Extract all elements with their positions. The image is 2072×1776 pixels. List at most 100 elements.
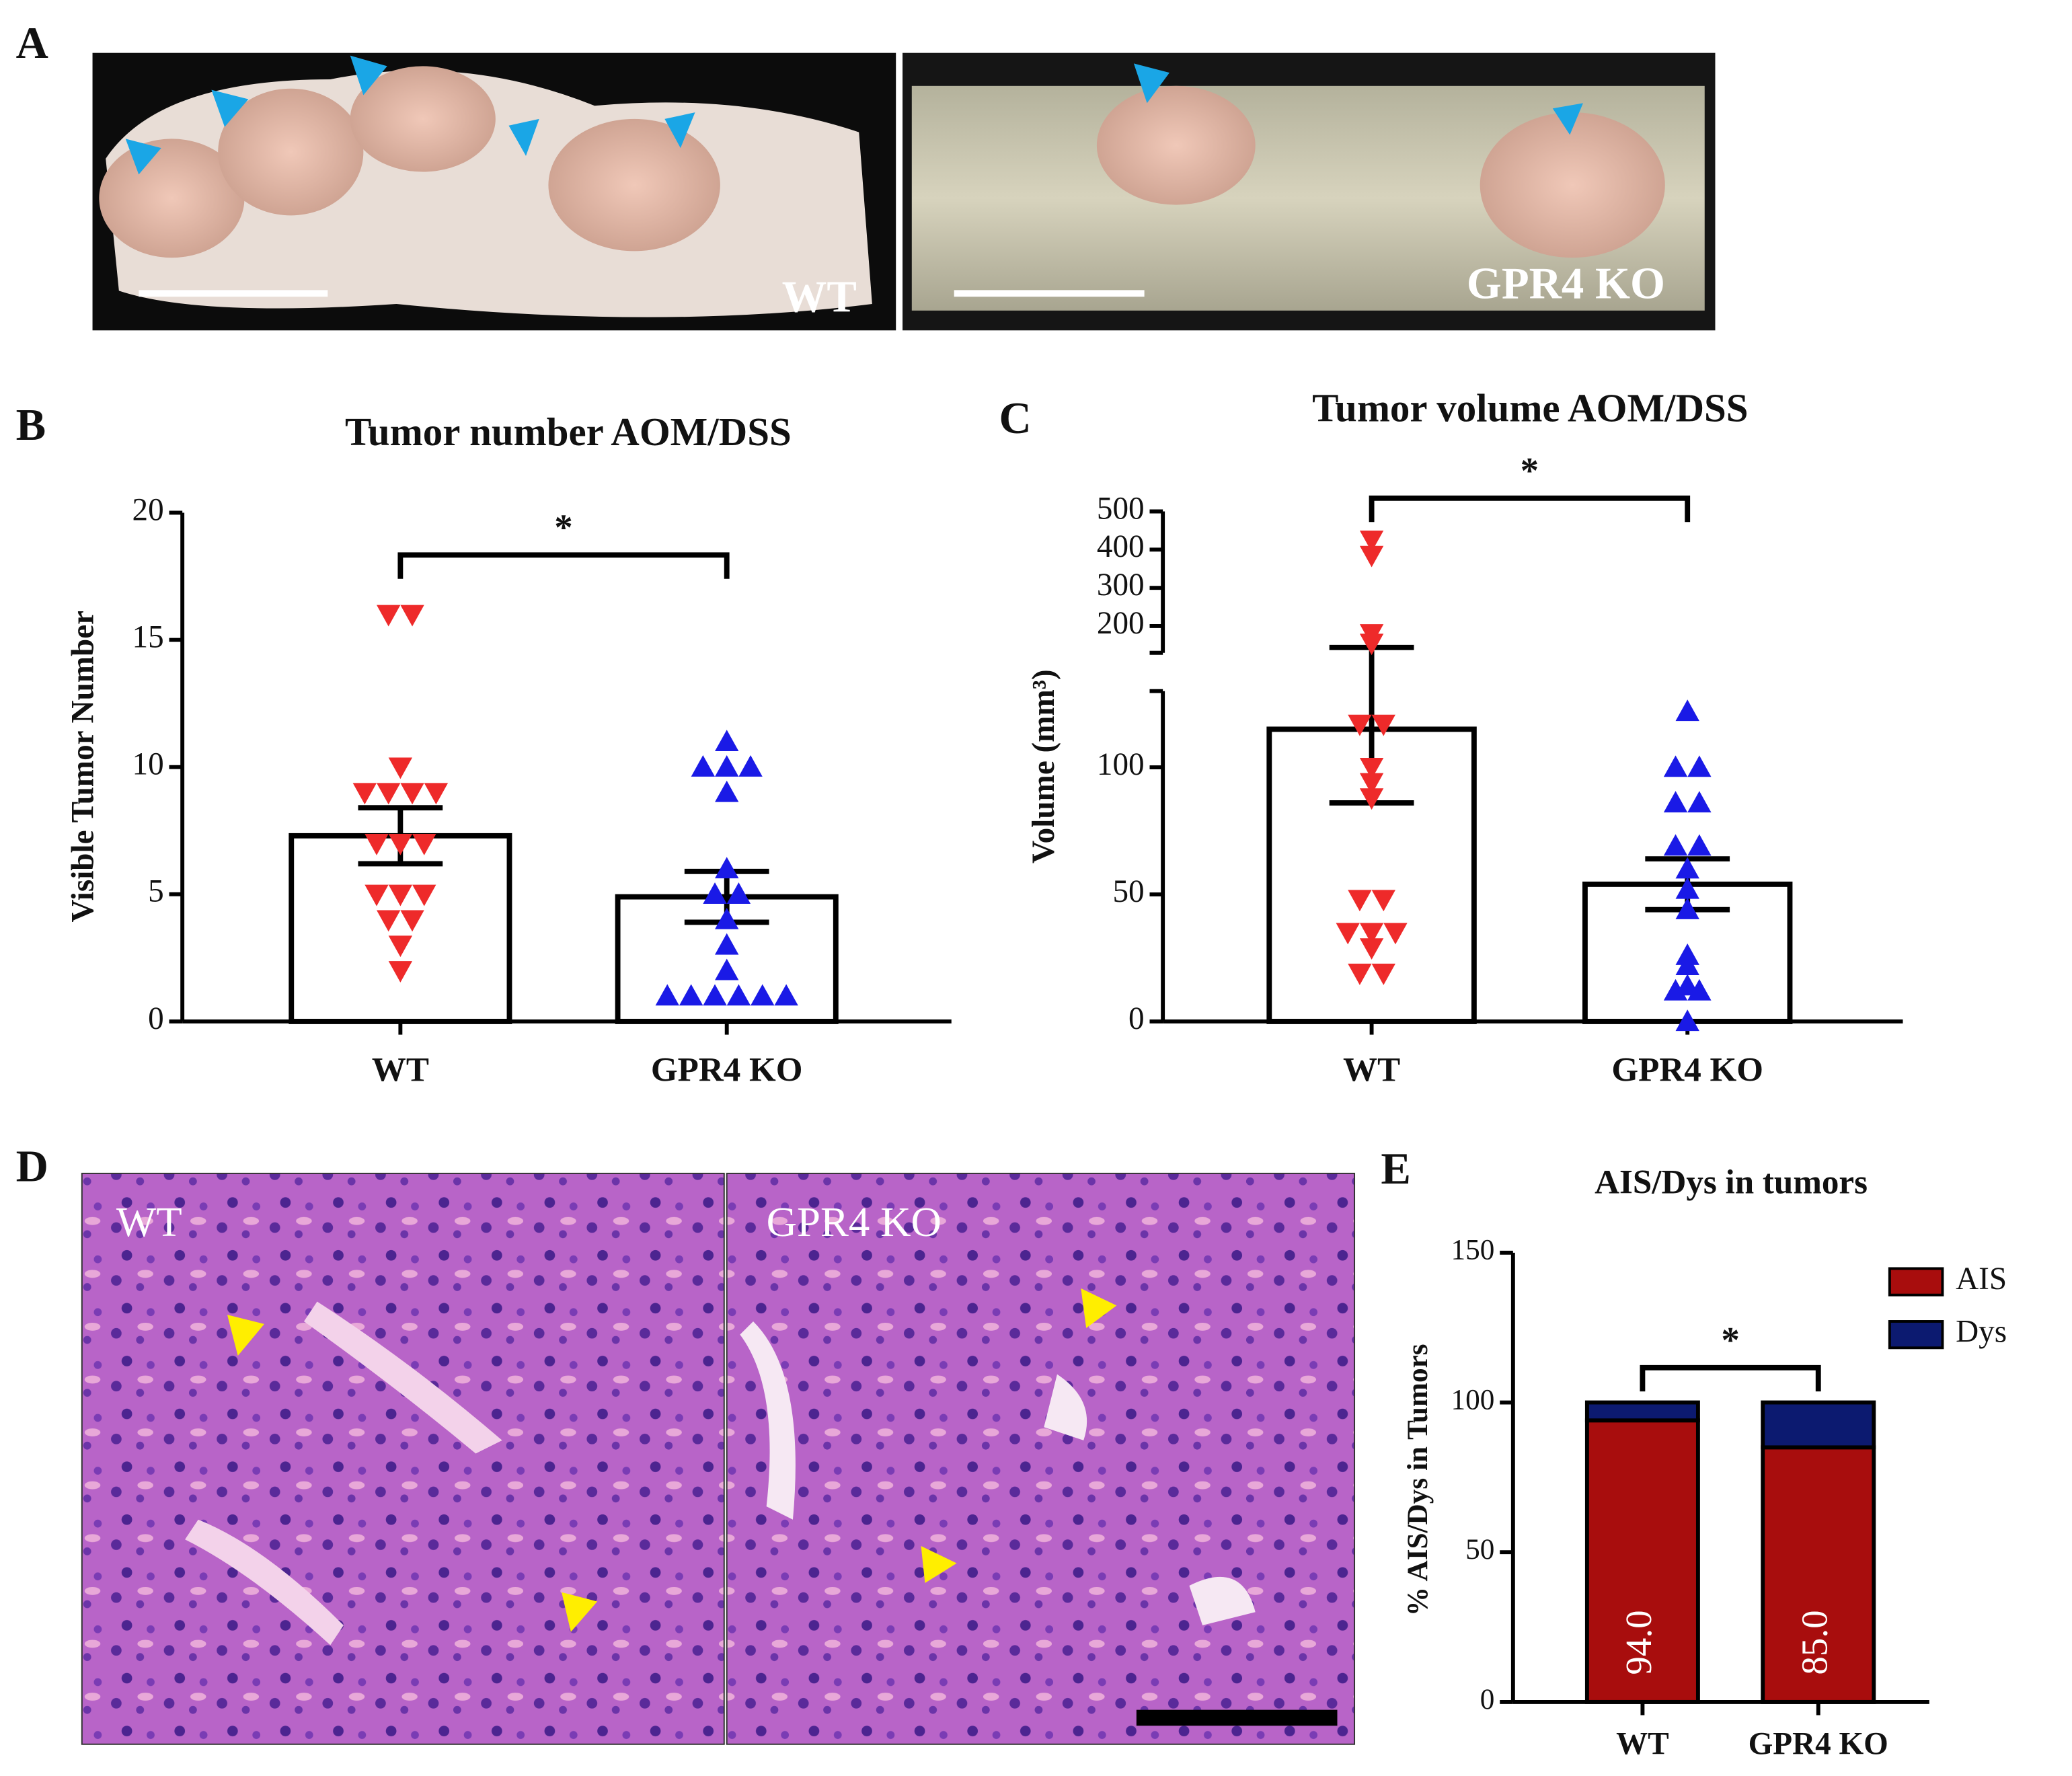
data-point — [1675, 954, 1699, 975]
data-point — [377, 910, 401, 932]
data-point — [400, 783, 424, 805]
x-tick-label: WT — [1616, 1727, 1669, 1762]
chart-title: AIS/Dys in tumors — [1595, 1163, 1868, 1201]
image-label: WT — [782, 272, 857, 321]
data-point — [1675, 1009, 1699, 1032]
data-point — [352, 783, 377, 805]
y-tick-label: 0 — [1128, 1001, 1145, 1036]
data-point — [691, 755, 716, 777]
data-point — [1687, 978, 1712, 1001]
data-point — [679, 984, 703, 1006]
panel-letter: C — [999, 393, 1031, 443]
data-point — [1348, 964, 1372, 985]
photo-panel-a: WT GPR4 KO A — [16, 18, 1716, 331]
data-point — [388, 834, 413, 855]
data-point — [738, 755, 763, 777]
value-label: 85.0 — [1794, 1610, 1835, 1674]
chart-title: Tumor volume AOM/DSS — [1312, 386, 1748, 430]
data-point — [1371, 890, 1395, 912]
legend-label: AIS — [1956, 1262, 2007, 1297]
y-tick-label: 100 — [1451, 1383, 1495, 1416]
data-point — [1359, 773, 1384, 795]
bar-segment — [1761, 1400, 1876, 1450]
data-point — [1348, 890, 1372, 912]
y-tick-label: 0 — [1480, 1683, 1495, 1715]
x-tick-label: WT — [1343, 1050, 1400, 1089]
tumor — [1096, 85, 1256, 205]
data-point — [412, 834, 436, 855]
panel-letter: E — [1381, 1144, 1411, 1194]
panel-letter: A — [16, 18, 48, 68]
data-point — [364, 884, 389, 906]
data-point — [1675, 898, 1699, 919]
data-point — [364, 834, 389, 855]
image-label: WT — [116, 1198, 182, 1245]
chart-title: Tumor number AOM/DSS — [345, 410, 792, 454]
y-tick-label: 0 — [148, 1001, 164, 1036]
x-tick-label: GPR4 KO — [1611, 1050, 1763, 1089]
data-point — [1371, 714, 1395, 736]
value-label: 94.0 — [1618, 1610, 1659, 1674]
significance-label: * — [1521, 450, 1539, 491]
data-point — [1663, 791, 1688, 813]
tumor — [548, 118, 720, 252]
data-point — [726, 984, 751, 1006]
data-point — [715, 958, 739, 980]
data-point — [388, 961, 413, 982]
legend-label: Dys — [1956, 1314, 2007, 1349]
significance-bracket — [1640, 1364, 1821, 1392]
data-point — [1675, 877, 1699, 899]
bar-segment — [1584, 1400, 1700, 1423]
y-tick-label: 10 — [132, 747, 164, 782]
data-point — [1359, 923, 1384, 945]
significance-label: * — [1721, 1319, 1740, 1360]
data-point — [715, 780, 739, 802]
data-point — [715, 907, 739, 929]
data-point — [388, 757, 413, 779]
y-axis-label: Visible Tumor Number — [66, 611, 101, 923]
data-point — [774, 984, 798, 1006]
legend-swatch — [1888, 1320, 1944, 1350]
y-tick-label: 50 — [1465, 1533, 1494, 1566]
data-point — [1687, 755, 1712, 777]
data-point — [388, 935, 413, 958]
panel-letter: B — [16, 400, 46, 450]
data-point — [715, 857, 739, 879]
tumor — [99, 139, 245, 258]
data-point — [1359, 545, 1384, 568]
data-point — [703, 882, 727, 904]
data-point — [1371, 964, 1395, 985]
data-point — [655, 984, 679, 1006]
panel-letter: D — [16, 1141, 48, 1191]
y-tick-label: 500 — [1097, 491, 1145, 526]
data-point — [1359, 938, 1384, 960]
data-point — [1675, 857, 1699, 879]
data-point — [1687, 834, 1712, 856]
x-tick-label: GPR4 KO — [651, 1050, 803, 1089]
y-tick-label: 15 — [132, 619, 164, 654]
data-point — [1663, 755, 1688, 777]
data-point — [751, 984, 775, 1006]
significance-bracket — [397, 552, 730, 579]
significance-label: * — [554, 507, 573, 548]
data-point — [1359, 530, 1384, 552]
y-tick-label: 300 — [1097, 568, 1145, 603]
data-point — [715, 933, 739, 955]
data-point — [400, 910, 424, 932]
data-point — [1687, 791, 1712, 813]
data-point — [424, 783, 449, 805]
y-axis-label: % AIS/Dys in Tumors — [1402, 1344, 1434, 1616]
data-point — [400, 605, 424, 627]
y-tick-label: 200 — [1097, 606, 1145, 641]
data-point — [1663, 978, 1688, 1001]
y-tick-label: 50 — [1112, 874, 1144, 909]
y-tick-label: 5 — [148, 874, 164, 909]
data-point — [1675, 699, 1699, 722]
data-point — [715, 730, 739, 752]
significance-bracket — [1369, 495, 1691, 523]
data-point — [1336, 923, 1360, 945]
y-axis-label: Volume (mm³) — [1026, 669, 1061, 863]
data-point — [703, 984, 727, 1006]
data-point — [1359, 788, 1384, 810]
